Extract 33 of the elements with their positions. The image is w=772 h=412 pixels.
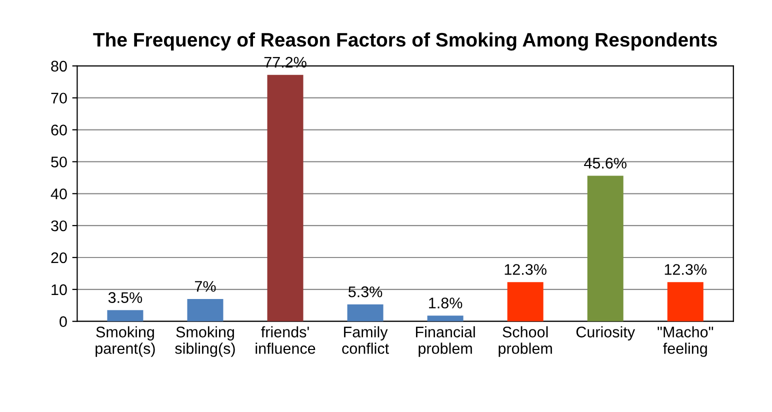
y-tick-label: 30 [51, 220, 67, 232]
y-tick-label: 10 [52, 284, 67, 296]
x-tick-label: friends' influence [256, 326, 316, 354]
y-tick-label: 40 [50, 188, 67, 200]
data-label: 3.5% [108, 292, 142, 303]
data-label: 7% [194, 281, 216, 292]
data-label: 45.6% [584, 158, 626, 169]
bar [107, 310, 144, 322]
x-tick-label: Smoking sibling(s) [175, 326, 235, 357]
y-tick-label: 70 [51, 92, 67, 104]
x-tick-label: "Macho" feeling [658, 326, 714, 357]
data-label: 12.3% [664, 264, 707, 275]
y-tick-label: 20 [51, 252, 67, 264]
x-tick-label: Smoking parent(s) [96, 326, 155, 357]
bar [667, 282, 704, 322]
bar [347, 304, 384, 322]
bar [187, 299, 224, 322]
data-label: 5.3% [348, 286, 382, 298]
y-tick-label: 60 [51, 124, 67, 136]
data-label: 1.8% [429, 298, 462, 308]
x-tick-label: Financial problem [416, 326, 475, 357]
data-label: 12.3% [504, 264, 546, 275]
x-tick-label: Family conflict [342, 326, 389, 354]
y-tick-label: 50 [51, 156, 67, 168]
bar [427, 316, 464, 322]
y-tick-label: 80 [51, 60, 67, 72]
bar [267, 74, 304, 322]
chart-title: The Frequency of Reason Factors of Smoking Among Respondents [93, 32, 717, 51]
y-tick-label: 0 [60, 316, 67, 328]
x-tick-label: School problem [498, 326, 552, 357]
bar [587, 176, 624, 322]
bar [507, 282, 544, 322]
x-tick-label: Curiosity [576, 326, 636, 340]
